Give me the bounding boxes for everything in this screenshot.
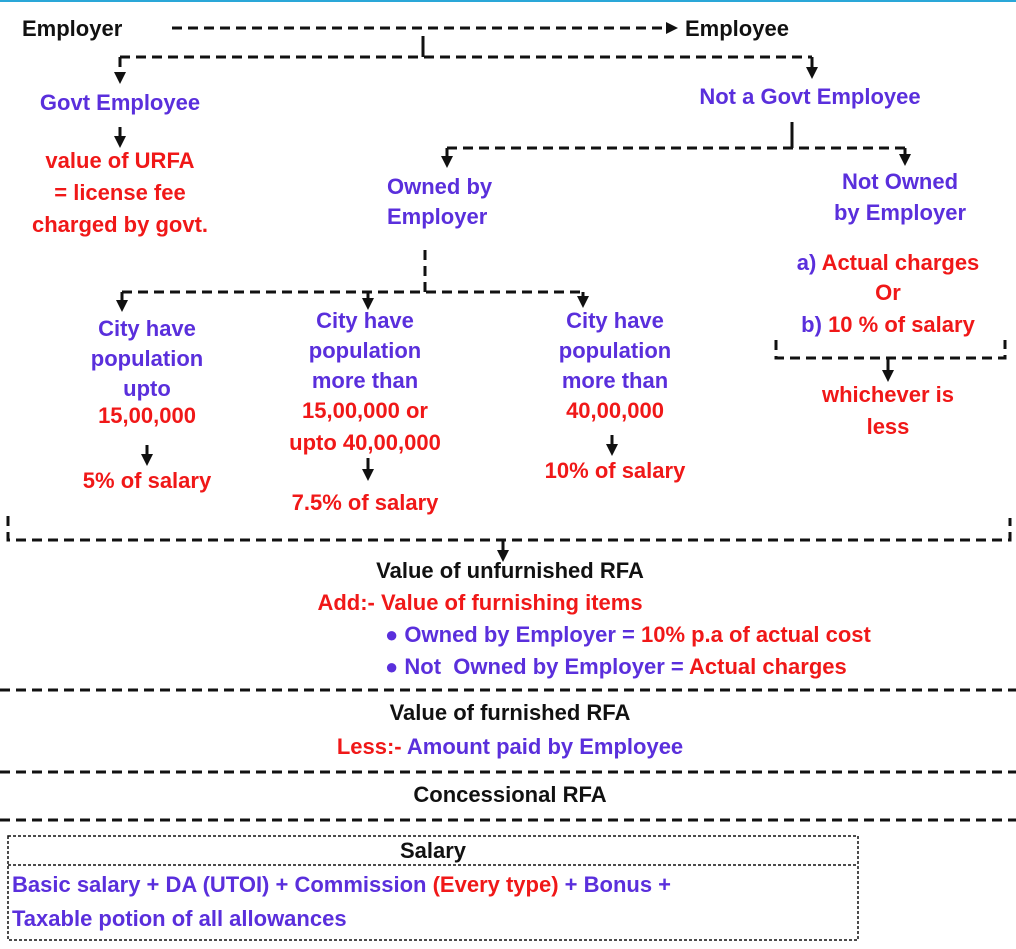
result: less	[867, 414, 910, 439]
govt-rule: = license fee	[54, 180, 185, 205]
city-label: population	[309, 338, 421, 363]
city-limit: upto 40,00,000	[289, 430, 441, 455]
city-rate: 5% of salary	[83, 468, 212, 493]
owned-label: Owned by	[387, 174, 493, 199]
option-b: b) 10 % of salary	[801, 312, 975, 337]
top-border	[0, 0, 1016, 2]
not-govt-label: Not a Govt Employee	[699, 84, 920, 109]
or: Or	[875, 280, 901, 305]
salary-line: Basic salary + DA (UTOI) + Commission (E…	[12, 872, 671, 897]
city-label: more than	[312, 368, 418, 393]
furnished-title: Value of furnished RFA	[390, 700, 631, 725]
city-label: population	[91, 346, 203, 371]
govt-rule: charged by govt.	[32, 212, 208, 237]
employer: Employer	[22, 16, 123, 41]
concessional: Concessional RFA	[413, 782, 606, 807]
salary-title: Salary	[400, 838, 467, 863]
city-limit: 15,00,000 or	[302, 398, 428, 423]
not-owned-label: by Employer	[834, 200, 966, 225]
not-owned-label: Not Owned	[842, 169, 958, 194]
option-a: a) Actual charges	[797, 250, 980, 275]
owned-label: Employer	[387, 204, 488, 229]
add-line: Add:- Value of furnishing items	[317, 590, 642, 615]
employee: Employee	[685, 16, 789, 41]
govt-rule: value of URFA	[45, 148, 194, 173]
city-label: population	[559, 338, 671, 363]
city-label: upto	[123, 376, 171, 401]
salary-line: Taxable potion of all allowances	[12, 906, 347, 931]
city-label: City have	[316, 308, 414, 333]
govt-label: Govt Employee	[40, 90, 200, 115]
city-label: City have	[98, 316, 196, 341]
connectors	[0, 22, 1016, 941]
result: whichever is	[821, 382, 954, 407]
city-limit: 40,00,000	[566, 398, 664, 423]
city-limit: 15,00,000	[98, 403, 196, 428]
city-label: more than	[562, 368, 668, 393]
furnishing-item: ● Not Owned by Employer = Actual charges	[385, 654, 847, 679]
less-line: Less:- Amount paid by Employee	[337, 734, 683, 759]
unfurnished-title: Value of unfurnished RFA	[376, 558, 644, 583]
city-rate: 10% of salary	[545, 458, 686, 483]
furnishing-item: ● Owned by Employer = 10% p.a of actual …	[385, 622, 871, 647]
city-rate: 7.5% of salary	[292, 490, 440, 515]
city-label: City have	[566, 308, 664, 333]
